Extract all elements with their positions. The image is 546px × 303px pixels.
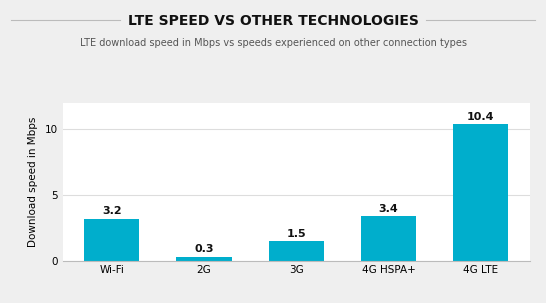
Text: 3.2: 3.2 [102, 206, 122, 216]
Y-axis label: Download speed in Mbps: Download speed in Mbps [28, 117, 38, 247]
Text: LTE SPEED VS OTHER TECHNOLOGIES: LTE SPEED VS OTHER TECHNOLOGIES [128, 14, 418, 28]
Bar [269, 241, 324, 261]
Bar [361, 216, 416, 261]
Bar [176, 257, 232, 261]
Text: 10.4: 10.4 [467, 112, 495, 122]
Text: 0.3: 0.3 [194, 244, 213, 254]
Text: 3.4: 3.4 [378, 204, 399, 214]
Text: LTE download speed in Mbps vs speeds experienced on other connection types: LTE download speed in Mbps vs speeds exp… [80, 38, 466, 48]
Bar [84, 218, 139, 261]
Bar [453, 124, 508, 261]
Text: 1.5: 1.5 [287, 228, 306, 238]
